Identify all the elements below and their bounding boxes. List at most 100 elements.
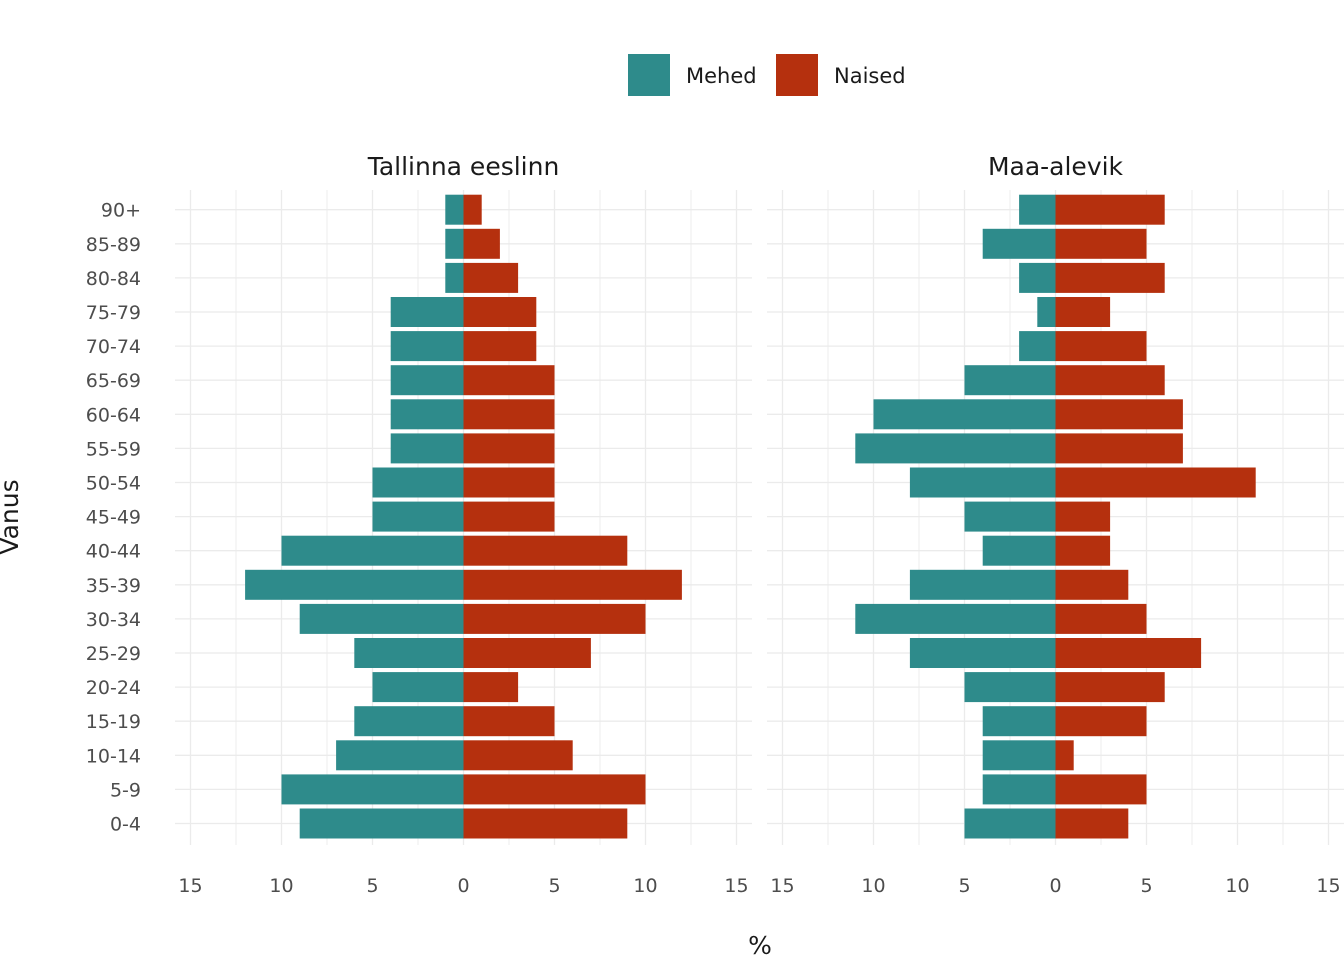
y-tick-label: 25-29 — [86, 643, 141, 665]
y-tick-label: 20-24 — [86, 677, 141, 699]
y-tick-label: 70-74 — [86, 336, 141, 358]
bar-naised-85-89 — [463, 228, 500, 259]
x-tick-label: 5 — [548, 875, 560, 897]
legend: Mehed Naised — [628, 54, 906, 96]
bar-mehed-65-69 — [390, 365, 464, 396]
panel-tallinna-eeslinn: Tallinna eeslinn — [175, 152, 752, 845]
bar-mehed-45-49 — [372, 501, 464, 532]
bar-naised-15-19 — [463, 706, 555, 737]
bars — [855, 194, 1256, 839]
bar-mehed-45-49 — [964, 501, 1056, 532]
bar-mehed-30-34 — [855, 603, 1056, 634]
bar-naised-30-34 — [463, 603, 646, 634]
y-tick-label: 45-49 — [86, 507, 141, 529]
bar-mehed-50-54 — [909, 467, 1056, 498]
panel-title: Tallinna eeslinn — [367, 152, 560, 181]
y-tick-label: 35-39 — [86, 575, 141, 597]
bar-naised-40-44 — [463, 535, 628, 566]
bar-mehed-30-34 — [299, 603, 464, 634]
bar-mehed-75-79 — [1037, 297, 1056, 327]
y-tick-label: 10-14 — [86, 745, 141, 767]
x-tick-label: 10 — [633, 875, 657, 897]
bar-mehed-40-44 — [982, 535, 1056, 566]
bar-mehed-10-14 — [982, 740, 1056, 771]
bar-mehed-65-69 — [964, 365, 1056, 396]
bar-naised-30-34 — [1055, 603, 1147, 634]
x-tick-label: 5 — [1140, 875, 1152, 897]
bar-naised-90+ — [463, 194, 482, 225]
bar-mehed-40-44 — [281, 535, 464, 566]
bar-mehed-80-84 — [445, 262, 464, 293]
bar-naised-50-54 — [1055, 467, 1256, 498]
bar-mehed-35-39 — [909, 569, 1056, 600]
bar-mehed-20-24 — [372, 672, 464, 703]
bar-naised-10-14 — [1055, 740, 1074, 771]
bar-naised-60-64 — [463, 399, 555, 430]
bar-naised-55-59 — [1055, 433, 1183, 464]
bar-mehed-85-89 — [445, 228, 464, 259]
bar-naised-75-79 — [463, 297, 537, 327]
legend-swatch-naised — [776, 54, 818, 96]
bar-naised-75-79 — [1055, 297, 1111, 327]
y-tick-label: 15-19 — [86, 711, 141, 733]
y-tick-label: 75-79 — [86, 302, 141, 324]
bar-naised-90+ — [1055, 194, 1165, 225]
bar-mehed-5-9 — [281, 774, 464, 805]
x-tick-label: 15 — [724, 875, 748, 897]
bar-naised-65-69 — [1055, 365, 1165, 396]
y-tick-label: 40-44 — [86, 541, 141, 563]
y-tick-label: 30-34 — [86, 609, 141, 631]
y-tick-label: 55-59 — [86, 438, 141, 460]
x-tick-label: 15 — [178, 875, 202, 897]
x-tick-label: 5 — [366, 875, 378, 897]
bar-naised-0-4 — [463, 808, 628, 839]
x-tick-label: 5 — [958, 875, 970, 897]
y-axis-tick-labels: 0-4 5-9 10-14 15-19 20-24 25-29 30-34 35-39 40-4… — [86, 200, 141, 836]
x-tick-label: 10 — [861, 875, 885, 897]
bar-mehed-0-4 — [964, 808, 1056, 839]
bar-mehed-0-4 — [299, 808, 464, 839]
bar-naised-5-9 — [463, 774, 646, 805]
bar-naised-70-74 — [1055, 331, 1147, 362]
bar-mehed-70-74 — [390, 331, 464, 362]
bar-naised-35-39 — [463, 569, 682, 600]
y-axis-title: Vanus — [0, 479, 24, 554]
bar-mehed-10-14 — [336, 740, 464, 771]
bar-mehed-15-19 — [354, 706, 464, 737]
x-tick-label: 15 — [1316, 875, 1340, 897]
y-tick-label: 65-69 — [86, 370, 141, 392]
bar-naised-70-74 — [463, 331, 537, 362]
bar-mehed-25-29 — [354, 638, 464, 668]
bar-naised-60-64 — [1055, 399, 1183, 430]
bar-mehed-55-59 — [855, 433, 1056, 464]
x-tick-label: 0 — [1049, 875, 1061, 897]
bar-mehed-35-39 — [245, 569, 464, 600]
bar-mehed-90+ — [1019, 194, 1056, 225]
y-tick-label: 0-4 — [110, 814, 141, 836]
bar-naised-40-44 — [1055, 535, 1111, 566]
bar-naised-50-54 — [463, 467, 555, 498]
bar-mehed-80-84 — [1019, 262, 1056, 293]
bar-mehed-75-79 — [390, 297, 464, 327]
legend-label-naised: Naised — [834, 64, 906, 88]
panel-title: Maa-alevik — [988, 152, 1124, 181]
bar-naised-20-24 — [1055, 672, 1165, 703]
bar-naised-10-14 — [463, 740, 573, 771]
y-tick-label: 5-9 — [110, 779, 141, 801]
bar-naised-25-29 — [1055, 638, 1202, 668]
bar-naised-85-89 — [1055, 228, 1147, 259]
legend-label-mehed: Mehed — [686, 64, 757, 88]
bar-naised-80-84 — [1055, 262, 1165, 293]
bar-naised-45-49 — [463, 501, 555, 532]
bar-mehed-85-89 — [982, 228, 1056, 259]
bar-mehed-60-64 — [873, 399, 1056, 430]
x-tick-label: 10 — [1225, 875, 1249, 897]
y-tick-label: 60-64 — [86, 404, 141, 426]
bar-naised-0-4 — [1055, 808, 1129, 839]
bar-naised-25-29 — [463, 638, 591, 668]
y-tick-label: 90+ — [101, 200, 141, 222]
bar-naised-20-24 — [463, 672, 519, 703]
x-tick-label: 0 — [457, 875, 469, 897]
x-tick-label: 15 — [770, 875, 794, 897]
bar-mehed-60-64 — [390, 399, 464, 430]
